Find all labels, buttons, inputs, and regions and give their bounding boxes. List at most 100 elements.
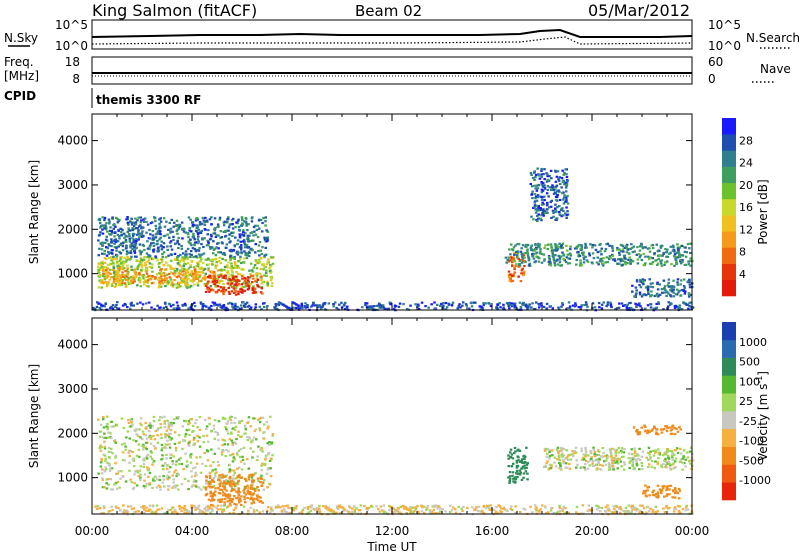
data-cell: [540, 219, 543, 222]
data-cell: [654, 449, 657, 452]
data-cell: [683, 286, 687, 289]
data-cell: [218, 303, 221, 306]
data-cell: [238, 420, 241, 423]
data-cell: [263, 254, 266, 257]
data-cell: [186, 256, 189, 259]
data-cell: [140, 505, 143, 509]
data-cell: [689, 257, 692, 260]
data-cell: [553, 264, 557, 267]
data-cell: [546, 188, 550, 192]
data-cell: [644, 262, 647, 265]
data-cell: [602, 257, 605, 260]
data-cell: [116, 301, 119, 304]
data-cell: [220, 306, 224, 309]
data-cell: [210, 430, 213, 433]
data-cell: [565, 260, 568, 264]
data-cell: [660, 244, 664, 247]
data-cell: [108, 467, 112, 470]
data-cell: [184, 271, 188, 274]
data-cell: [181, 237, 184, 240]
data-cell: [193, 442, 196, 445]
data-cell: [144, 279, 147, 282]
data-cell: [526, 248, 529, 251]
data-cell: [231, 443, 235, 446]
data-cell: [163, 462, 167, 465]
data-cell: [160, 273, 163, 276]
data-cell: [116, 265, 119, 268]
data-cell: [167, 281, 171, 284]
data-cell: [155, 232, 159, 235]
data-cell: [420, 510, 424, 513]
data-cell: [252, 487, 256, 490]
data-cell: [219, 236, 222, 239]
data-cell: [127, 418, 130, 421]
data-cell: [679, 447, 682, 450]
data-cell: [536, 167, 539, 170]
data-cell: [165, 453, 168, 456]
data-cell: [530, 244, 534, 247]
data-cell: [578, 254, 582, 257]
data-cell: [252, 450, 255, 453]
data-cell: [134, 242, 138, 245]
data-cell: [482, 302, 485, 305]
data-cell: [140, 268, 143, 272]
data-cell: [118, 243, 122, 247]
data-cell: [106, 426, 110, 429]
data-cell: [650, 465, 654, 468]
data-cell: [248, 269, 251, 272]
data-cell: [232, 284, 236, 287]
data-cell: [600, 303, 604, 306]
data-cell: [194, 422, 197, 425]
data-cell: [148, 248, 151, 251]
data-cell: [678, 304, 682, 307]
data-cell: [554, 185, 558, 188]
data-cell: [591, 244, 595, 247]
data-cell: [630, 243, 633, 246]
data-cell: [174, 449, 178, 452]
data-cell: [219, 290, 223, 293]
data-cell: [604, 506, 608, 509]
data-cell: [561, 246, 564, 249]
data-cell: [541, 201, 544, 204]
data-cell: [137, 510, 140, 513]
data-cell: [127, 278, 130, 281]
data-cell: [610, 465, 613, 468]
data-cell: [241, 223, 245, 226]
data-cell: [256, 285, 260, 288]
data-cell: [216, 225, 219, 229]
data-cell: [114, 283, 118, 286]
data-cell: [152, 461, 155, 464]
data-cell: [551, 249, 554, 252]
data-cell: [134, 276, 138, 279]
data-cell: [98, 447, 101, 450]
data-cell: [246, 236, 250, 239]
data-cell: [574, 466, 578, 469]
data-cell: [171, 460, 174, 463]
data-cell: [156, 434, 159, 437]
data-cell: [523, 464, 526, 467]
data-cell: [509, 451, 512, 454]
data-cell: [189, 461, 193, 464]
data-cell: [256, 477, 260, 480]
data-cell: [240, 233, 243, 236]
data-cell: [345, 308, 349, 311]
data-cell: [226, 432, 230, 435]
data-cell: [128, 469, 131, 472]
data-cell: [332, 509, 335, 513]
data-cell: [124, 448, 127, 451]
data-cell: [583, 466, 586, 469]
data-cell: [98, 221, 102, 225]
data-cell: [575, 263, 578, 266]
data-cell: [515, 469, 519, 472]
data-cell: [521, 244, 525, 247]
data-cell: [224, 455, 227, 458]
data-cell: [107, 478, 110, 481]
data-cell: [137, 233, 140, 236]
data-cell: [242, 229, 245, 232]
data-cell: [671, 452, 674, 455]
data-cell: [185, 253, 188, 256]
data-cell: [614, 450, 617, 453]
data-cell: [509, 507, 512, 510]
data-cell: [145, 220, 148, 223]
data-cell: [585, 246, 588, 249]
